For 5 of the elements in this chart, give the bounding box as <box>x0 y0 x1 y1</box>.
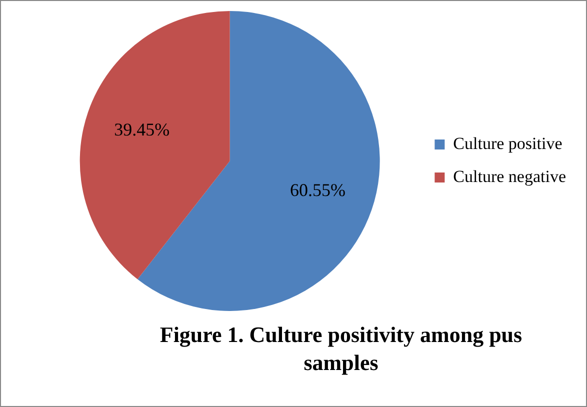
legend-label: Culture positive <box>453 134 562 153</box>
data-label: 39.45% <box>114 119 170 140</box>
data-label: 60.55% <box>290 180 346 200</box>
legend-label: Culture negative <box>453 166 566 186</box>
text: Figure 1. Culture positivity among pus samples <box>158 321 524 377</box>
